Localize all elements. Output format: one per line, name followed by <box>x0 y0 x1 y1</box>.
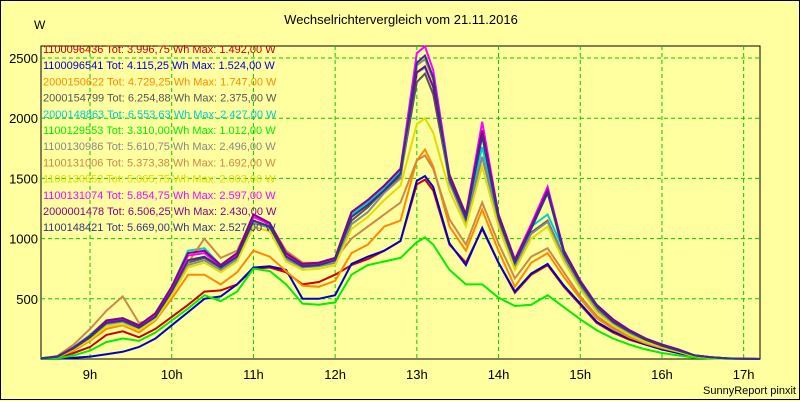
x-tick-label: 11h <box>243 367 264 382</box>
x-tick-label: 16h <box>651 367 673 382</box>
legend-entry-1100131006: 1100131006 Tot: 5.373,38 Wh Max: 1.692,0… <box>43 157 276 169</box>
y-tick-labels: 500 1000 1500 2000 2500 <box>9 51 38 307</box>
y-tick-label: 2000 <box>9 111 38 126</box>
legend-entry-1100096436: 1100096436 Tot: 3.996,75 Wh Max: 1.492,0… <box>43 44 276 56</box>
x-tick-labels: 9h 10h 11h 12h 13h 14h 15h 16h 17h <box>83 367 755 382</box>
y-axis-label: W <box>34 18 46 32</box>
legend-entry-1100096541: 1100096541 Tot: 4.115,25 Wh Max: 1.524,0… <box>43 60 275 72</box>
x-tick-label: 13h <box>406 367 428 382</box>
y-tick-label: 2500 <box>9 51 38 66</box>
legend-entry-1100130986: 1100130986 Tot: 5.610,75 Wh Max: 2.496,0… <box>43 141 276 153</box>
x-tick-label: 14h <box>488 367 510 382</box>
x-tick-label: 9h <box>83 367 97 382</box>
legend-entry-1100129553: 1100129553 Tot: 3.310,00 Wh Max: 1.012,0… <box>43 125 276 137</box>
series-lines <box>40 44 761 360</box>
x-tick-label: 12h <box>324 367 346 382</box>
y-tick-label: 500 <box>16 292 38 307</box>
legend-entry-2000148863: 2000148863 Tot: 6.553,63 Wh Max: 2.427,0… <box>43 109 277 121</box>
legend-entry-1100148421: 1100148421 Tot: 5.669,00 Wh Max: 2.527,0… <box>43 222 276 234</box>
x-tick-label: 17h <box>733 367 755 382</box>
footer-credit: SunnyReport pinxit <box>703 385 796 397</box>
series-line-2000150622 <box>40 147 761 360</box>
series-line-1100096541 <box>40 174 761 360</box>
series-line-1100130652 <box>40 116 761 360</box>
x-tick-label: 15h <box>569 367 591 382</box>
series-line-1100129553 <box>40 236 760 360</box>
x-tick-label: 10h <box>161 367 183 382</box>
legend-entry-2000154799: 2000154799 Tot: 6.254,88 Wh Max: 2.375,0… <box>43 93 277 105</box>
legend-entry-1100130652: 1100130652 Tot: 5.065,75 Wh Max: 2.003,0… <box>43 174 276 186</box>
legend-entry-1100131074: 1100131074 Tot: 5.854,75 Wh Max: 2.597,0… <box>43 190 276 202</box>
series-line-1100148421 <box>40 53 761 360</box>
legend-entry-2000001478: 2000001478 Tot: 6.506,25 Wh Max: 2.430,0… <box>43 206 277 218</box>
legend: 1100096436 Tot: 3.996,75 Wh Max: 1.492,0… <box>43 44 277 234</box>
y-tick-label: 1000 <box>9 232 38 247</box>
chart-title: Wechselrichtervergleich vom 21.11.2016 <box>284 12 518 27</box>
y-tick-label: 1500 <box>9 171 38 186</box>
legend-entry-2000150622: 2000150622 Tot: 4.729,25 Wh Max: 1.747,0… <box>43 76 277 88</box>
